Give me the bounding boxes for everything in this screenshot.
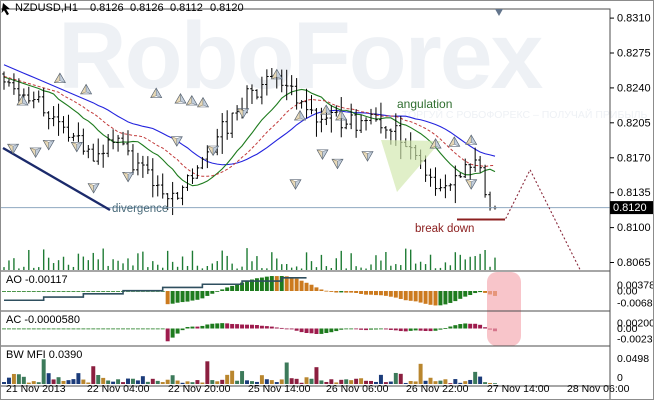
svg-text:0.8100: 0.8100 (617, 222, 651, 234)
svg-text:0.8120: 0.8120 (210, 2, 244, 14)
svg-text:0.8112: 0.8112 (170, 2, 203, 14)
svg-text:28 Nov 06:00: 28 Nov 06:00 (567, 383, 630, 395)
svg-text:break down: break down (415, 223, 474, 235)
svg-text:22 Nov 04:00: 22 Nov 04:00 (87, 383, 150, 395)
svg-text:27 Nov 14:00: 27 Nov 14:00 (487, 383, 550, 395)
svg-text:-0.002310: -0.002310 (617, 334, 654, 346)
svg-text:0.8275: 0.8275 (617, 48, 651, 60)
svg-text:0.8120: 0.8120 (613, 202, 647, 214)
svg-text:-0.00683: -0.00683 (617, 298, 654, 310)
svg-text:0.8310: 0.8310 (617, 13, 651, 25)
svg-text:divergence: divergence (112, 203, 168, 215)
svg-text:NZDUSD,H1: NZDUSD,H1 (15, 2, 78, 14)
svg-text:0.00: 0.00 (617, 286, 638, 298)
svg-text:22 Nov 20:00: 22 Nov 20:00 (168, 383, 231, 395)
svg-text:26 Nov 22:00: 26 Nov 22:00 (406, 383, 469, 395)
svg-text:BW MFI 0.0390: BW MFI 0.0390 (6, 349, 82, 361)
svg-text:0.8126: 0.8126 (130, 2, 164, 14)
svg-text:21 Nov 2013: 21 Nov 2013 (6, 383, 66, 395)
svg-text:0.00: 0.00 (617, 323, 638, 335)
svg-text:AC -0.0000580: AC -0.0000580 (6, 314, 80, 326)
svg-text:0.8126: 0.8126 (90, 2, 124, 14)
svg-text:RoboForex: RoboForex (58, 3, 544, 109)
svg-text:25 Nov 14:00: 25 Nov 14:00 (248, 383, 311, 395)
svg-text:0.8065: 0.8065 (617, 257, 651, 269)
svg-text:0.8135: 0.8135 (617, 187, 651, 199)
svg-text:0.8205: 0.8205 (617, 117, 651, 129)
svg-text:0.8240: 0.8240 (617, 82, 651, 94)
svg-text:0.8170: 0.8170 (617, 152, 651, 164)
svg-text:26 Nov 06:00: 26 Nov 06:00 (326, 383, 389, 395)
svg-text:angulation: angulation (397, 97, 452, 111)
svg-text:0.0498: 0.0498 (617, 353, 649, 365)
svg-text:AO -0.00117: AO -0.00117 (6, 274, 68, 286)
